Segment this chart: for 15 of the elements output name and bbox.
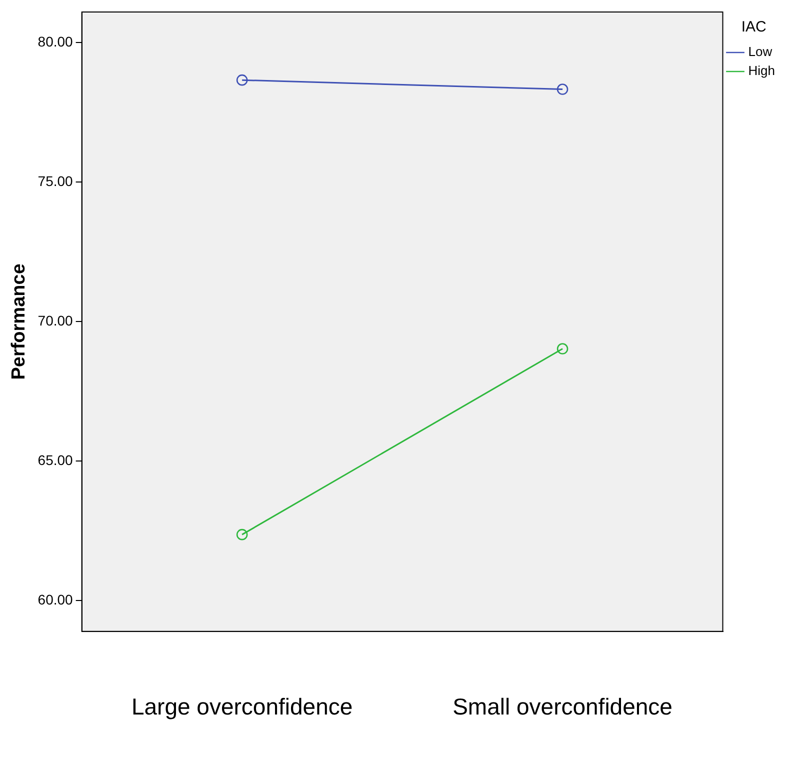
y-tick-label: 65.00 xyxy=(38,452,74,468)
point xyxy=(236,528,248,540)
legend-title: IAC xyxy=(741,18,767,36)
x-tick-label: Small overconfidence xyxy=(452,694,672,720)
legend-label: High xyxy=(748,63,776,78)
y-axis-title: Performance xyxy=(8,264,30,380)
y-tick-label: 80.00 xyxy=(38,34,74,50)
x-tick-label: Large overconfidence xyxy=(131,694,353,720)
point xyxy=(556,343,568,354)
legend-label: Low xyxy=(748,44,773,60)
y-tick-label: 75.00 xyxy=(38,173,74,190)
y-tick-label: 70.00 xyxy=(38,312,74,329)
point xyxy=(556,84,568,95)
y-tick-label: 60.00 xyxy=(38,592,74,608)
point xyxy=(236,74,248,86)
